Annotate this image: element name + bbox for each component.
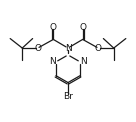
Text: N: N [49,57,56,66]
Text: O: O [79,23,86,32]
Text: Br: Br [63,92,73,101]
Text: N: N [80,57,87,66]
Text: O: O [95,44,102,53]
Text: O: O [34,44,41,53]
Text: O: O [50,23,57,32]
Text: N: N [65,44,71,53]
